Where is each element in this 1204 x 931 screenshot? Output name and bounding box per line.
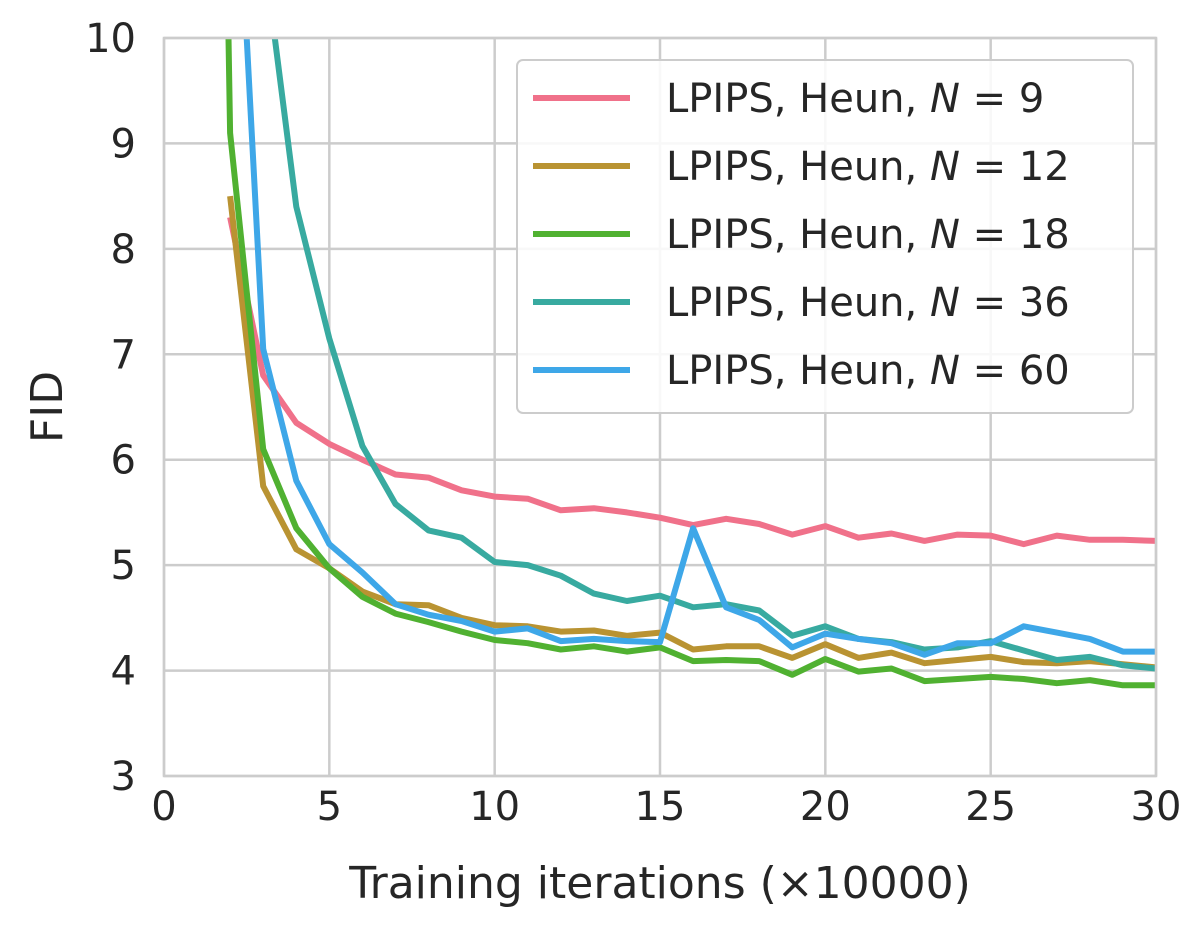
y-tick-label: 8: [111, 227, 136, 273]
y-tick-label: 10: [85, 16, 136, 62]
y-tick-label: 4: [111, 649, 136, 695]
y-tick-label: 7: [111, 332, 136, 378]
plot-frame: [162, 36, 1158, 778]
x-tick-label: 20: [800, 784, 851, 830]
x-tick-label: 10: [469, 784, 520, 830]
legend-label-5: LPIPS, Heun, N = 60: [666, 348, 1070, 394]
x-axis-label: Training iterations (×10000): [348, 858, 971, 909]
x-tick-label: 5: [317, 784, 342, 830]
x-tick-label: 30: [1131, 784, 1182, 830]
y-tick-label: 3: [111, 754, 136, 800]
x-tick-label: 25: [965, 784, 1016, 830]
series-line-2: [227, 195, 1156, 671]
series-group: [225, 38, 1156, 689]
x-tick-label: 15: [635, 784, 686, 830]
series-line-5: [243, 38, 1156, 658]
series-line-4: [271, 38, 1156, 672]
legend-label-1: LPIPS, Heun, N = 9: [666, 76, 1044, 122]
legend-label-3: LPIPS, Heun, N = 18: [666, 212, 1070, 258]
x-tick-label: 0: [151, 784, 176, 830]
legend-label-2: LPIPS, Heun, N = 12: [666, 144, 1070, 190]
legend: LPIPS, Heun, N = 9 LPIPS, Heun, N = 12 LPI…: [516, 59, 1134, 414]
series-line-3: [225, 38, 1156, 689]
y-tick-label: 6: [111, 438, 136, 484]
y-tick-label: 5: [111, 543, 136, 589]
y-tick-label: 9: [111, 121, 136, 167]
y-axis-label: FID: [22, 371, 73, 443]
legend-label-4: LPIPS, Heun, N = 36: [666, 280, 1070, 326]
series-line-1: [227, 216, 1156, 548]
legend-box: [516, 59, 1134, 414]
tick-labels: 0 5 10 15 20 25 30 3 4 5 6 7 8 9 10: [85, 16, 1181, 830]
